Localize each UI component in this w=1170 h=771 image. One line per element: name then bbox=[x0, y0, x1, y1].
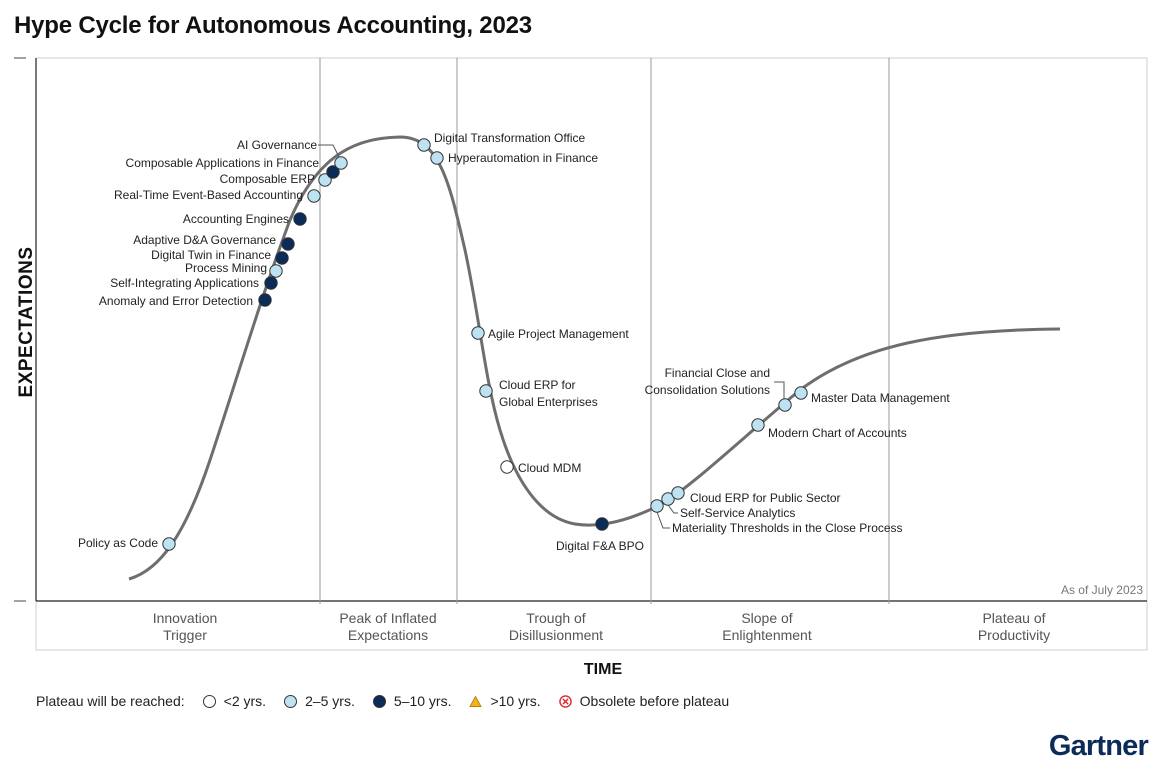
technology-label: Digital F&A BPO bbox=[556, 539, 644, 553]
technology-marker bbox=[671, 486, 685, 500]
obsolete-x-icon bbox=[558, 694, 572, 708]
technology-label: Accounting Engines bbox=[183, 212, 289, 226]
phase-name: Expectations bbox=[348, 627, 428, 643]
technology-label: Master Data Management bbox=[811, 391, 950, 405]
y-axis-label: EXPECTATIONS bbox=[16, 247, 37, 398]
phase-name: Productivity bbox=[978, 627, 1050, 643]
legend-item-obsolete: Obsolete before plateau bbox=[558, 693, 730, 709]
technology-label: Self-Service Analytics bbox=[680, 506, 795, 520]
technology-marker bbox=[430, 151, 444, 165]
technology-label: Composable Applications in Finance bbox=[126, 156, 320, 170]
technology-label: Policy as Code bbox=[78, 536, 158, 550]
legend: Plateau will be reached: <2 yrs. 2–5 yrs… bbox=[36, 690, 729, 712]
technology-label: Cloud ERP for Global Enterprises bbox=[499, 378, 598, 409]
legend-label: 5–10 yrs. bbox=[393, 693, 452, 709]
legend-item-lt2: <2 yrs. bbox=[202, 693, 267, 709]
leader-line bbox=[667, 504, 678, 514]
technology-marker bbox=[326, 165, 340, 179]
technology-marker bbox=[318, 173, 332, 187]
technology-marker bbox=[293, 212, 307, 226]
technology-marker bbox=[162, 537, 176, 551]
dark-blue-dot-icon bbox=[372, 694, 386, 708]
technology-label: Cloud ERP for Public Sector bbox=[690, 491, 841, 505]
technology-label: Self-Integrating Applications bbox=[110, 276, 259, 290]
yellow-triangle-icon bbox=[469, 695, 483, 707]
technology-markers bbox=[162, 138, 808, 551]
gartner-logo: Gartner bbox=[1048, 730, 1149, 762]
technology-marker bbox=[281, 237, 295, 251]
legend-label: >10 yrs. bbox=[490, 693, 541, 709]
technology-label: Agile Project Management bbox=[488, 327, 629, 341]
technology-label: Anomaly and Error Detection bbox=[99, 294, 253, 308]
technology-marker bbox=[794, 386, 808, 400]
technology-marker bbox=[595, 517, 609, 531]
technology-label: Financial Close and Consolidation Solutio… bbox=[645, 366, 770, 397]
as-of-note: As of July 2023 bbox=[1061, 583, 1143, 597]
technology-marker bbox=[661, 492, 675, 506]
technology-label: Hyperautomation in Finance bbox=[448, 151, 598, 165]
legend-item-5-10: 5–10 yrs. bbox=[372, 693, 452, 709]
technology-marker bbox=[751, 418, 765, 432]
light-blue-dot-icon bbox=[284, 694, 298, 708]
hype-curve bbox=[128, 135, 1061, 581]
legend-label: 2–5 yrs. bbox=[305, 693, 355, 709]
leader-line bbox=[774, 381, 785, 399]
technology-marker bbox=[650, 499, 664, 513]
technology-marker bbox=[471, 326, 485, 340]
technology-label: Composable ERP bbox=[220, 172, 315, 186]
phase-name: Disillusionment bbox=[509, 627, 603, 643]
technology-label: Materiality Thresholds in the Close Proc… bbox=[672, 521, 903, 535]
technology-marker bbox=[269, 264, 283, 278]
technology-label: Process Mining bbox=[185, 261, 267, 275]
phase-name: Slope of bbox=[741, 610, 792, 626]
phase-name: Plateau of bbox=[982, 610, 1045, 626]
legend-prefix: Plateau will be reached: bbox=[36, 693, 185, 709]
legend-item-2-5: 2–5 yrs. bbox=[284, 693, 355, 709]
technology-marker bbox=[334, 156, 348, 170]
technology-marker bbox=[417, 138, 431, 152]
technology-label: AI Governance bbox=[237, 138, 317, 152]
legend-item-gt10: >10 yrs. bbox=[469, 693, 541, 709]
technology-label: Adaptive D&A Governance bbox=[133, 233, 276, 247]
technology-marker bbox=[778, 398, 792, 412]
page-title: Hype Cycle for Autonomous Accounting, 20… bbox=[14, 12, 532, 39]
legend-label: Obsolete before plateau bbox=[579, 693, 730, 709]
legend-label: <2 yrs. bbox=[223, 693, 267, 709]
phase-name: Peak of Inflated bbox=[339, 610, 436, 626]
technology-label: Digital Transformation Office bbox=[434, 131, 585, 145]
technology-label: Real-Time Event-Based Accounting bbox=[114, 188, 303, 202]
technology-marker bbox=[264, 276, 278, 290]
technology-label: Modern Chart of Accounts bbox=[768, 426, 907, 440]
technology-label: Cloud MDM bbox=[518, 461, 581, 475]
technology-marker bbox=[258, 293, 272, 307]
leader-lines bbox=[318, 144, 785, 529]
technology-label: Digital Twin in Finance bbox=[151, 248, 271, 262]
leader-line bbox=[318, 144, 340, 158]
technology-labels: Policy as Code Anomaly and Error Detectio… bbox=[78, 131, 950, 553]
x-axis-label: TIME bbox=[584, 661, 623, 678]
technology-marker bbox=[307, 189, 321, 203]
technology-marker bbox=[275, 251, 289, 265]
technology-marker bbox=[500, 460, 514, 474]
white-dot-icon bbox=[202, 694, 216, 708]
phase-name: Enlightenment bbox=[722, 627, 812, 643]
phase-name: Trough of bbox=[526, 610, 586, 626]
phase-dividers bbox=[319, 58, 890, 604]
leader-line bbox=[656, 511, 670, 529]
technology-marker bbox=[479, 384, 493, 398]
phase-name: Innovation bbox=[153, 610, 218, 626]
phase-name: Trigger bbox=[163, 627, 207, 643]
